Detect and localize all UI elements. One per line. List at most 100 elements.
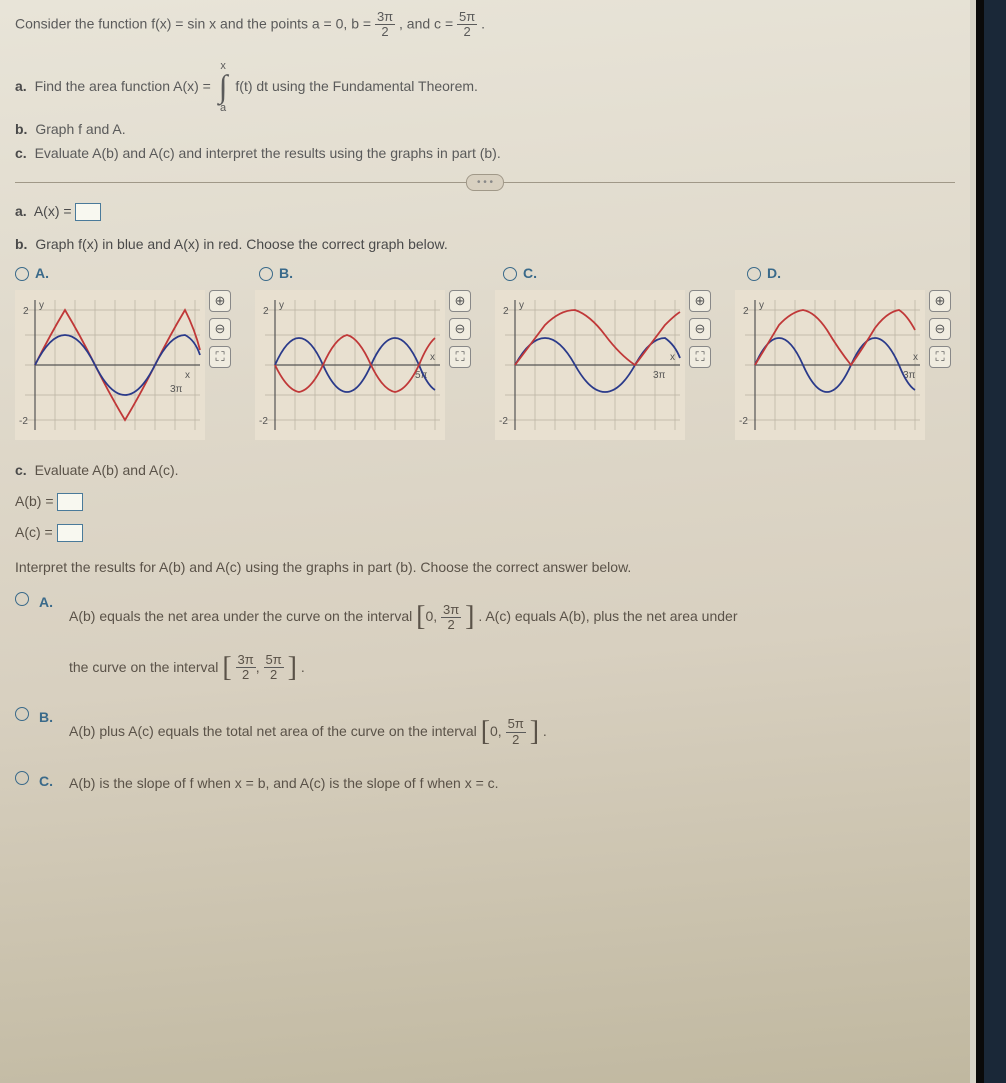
radio-c-label: C. (523, 263, 537, 284)
expand-icon[interactable]: ⛶ (449, 346, 471, 368)
answer-a: a. A(x) = (15, 201, 955, 222)
zoom-out-icon[interactable]: ⊖ (929, 318, 951, 340)
svg-text:2: 2 (743, 306, 749, 317)
graph-b: y 2 -2 x 5π (255, 290, 445, 440)
svg-text:y: y (39, 300, 44, 311)
intro-suffix: . (481, 16, 485, 32)
part-b-text: Graph f and A. (35, 121, 125, 137)
mc-b-text: A(b) plus A(c) equals the total net area… (69, 707, 955, 757)
ab-row: A(b) = (15, 491, 955, 512)
zoom-out-icon[interactable]: ⊖ (449, 318, 471, 340)
mc-b[interactable]: B. A(b) plus A(c) equals the total net a… (15, 707, 955, 757)
mc-b-radio[interactable] (15, 707, 29, 721)
svg-text:3π: 3π (170, 384, 183, 395)
ans-c-label: c. (15, 462, 27, 478)
svg-text:x: x (913, 352, 918, 363)
mc-a[interactable]: A. A(b) equals the net area under the cu… (15, 592, 955, 693)
mc-c[interactable]: C. A(b) is the slope of f when x = b, an… (15, 771, 955, 796)
svg-text:y: y (279, 300, 284, 311)
part-c-intro: c. Evaluate A(b) and A(c) and interpret … (15, 143, 955, 164)
answer-a-input[interactable] (75, 203, 101, 221)
zoom-in-icon[interactable]: ⊕ (929, 290, 951, 312)
mc-a-text: A(b) equals the net area under the curve… (69, 592, 955, 693)
intro-text: Consider the function f(x) = sin x and t… (15, 10, 955, 40)
svg-text:-2: -2 (259, 416, 268, 427)
radio-opt-c[interactable]: C. (503, 263, 713, 284)
ac-row: A(c) = (15, 522, 955, 543)
divider-pill[interactable]: • • • (466, 174, 504, 191)
radio-c[interactable] (503, 267, 517, 281)
zoom-in-icon[interactable]: ⊕ (449, 290, 471, 312)
radio-b-label: B. (279, 263, 293, 284)
radio-d-label: D. (767, 263, 781, 284)
expand-icon[interactable]: ⛶ (209, 346, 231, 368)
integral-icon: x ∫ a (219, 58, 228, 117)
part-a-before: Find the area function A(x) = (35, 78, 215, 94)
frac-c: 5π 2 (457, 10, 477, 40)
part-a-label: a. (15, 78, 27, 94)
zoom-out-icon[interactable]: ⊖ (689, 318, 711, 340)
graph-c-tools: ⊕ ⊖ ⛶ (689, 290, 711, 368)
svg-text:2: 2 (503, 306, 509, 317)
svg-text:2: 2 (263, 306, 269, 317)
radio-d[interactable] (747, 267, 761, 281)
divider-wrap: • • • (15, 182, 955, 183)
intro-mid: , and c = (399, 16, 457, 32)
ans-b-label: b. (15, 236, 27, 252)
radio-a[interactable] (15, 267, 29, 281)
part-c-text: Evaluate A(b) and A(c) and interpret the… (35, 145, 501, 161)
radio-opt-d[interactable]: D. (747, 263, 781, 284)
svg-text:3π: 3π (653, 370, 666, 381)
svg-text:2: 2 (23, 306, 29, 317)
radio-opt-b[interactable]: B. (259, 263, 469, 284)
zoom-in-icon[interactable]: ⊕ (689, 290, 711, 312)
svg-text:-2: -2 (19, 416, 28, 427)
ac-input[interactable] (57, 524, 83, 542)
mc-c-label: C. (39, 771, 59, 792)
graph-d-cell: y 2 -2 x 3π ⊕ ⊖ ⛶ (735, 290, 951, 440)
zoom-out-icon[interactable]: ⊖ (209, 318, 231, 340)
expand-icon[interactable]: ⛶ (929, 346, 951, 368)
mc-c-text: A(b) is the slope of f when x = b, and A… (69, 771, 955, 796)
graphs-row: y 2 -2 x 3π ⊕ ⊖ ⛶ (15, 290, 955, 440)
graph-d: y 2 -2 x 3π (735, 290, 925, 440)
ans-b-text: Graph f(x) in blue and A(x) in red. Choo… (35, 236, 447, 252)
mc-a-radio[interactable] (15, 592, 29, 606)
frac-b: 3π 2 (375, 10, 395, 40)
mc-c-radio[interactable] (15, 771, 29, 785)
expand-icon[interactable]: ⛶ (689, 346, 711, 368)
graph-b-tools: ⊕ ⊖ ⛶ (449, 290, 471, 368)
svg-text:-2: -2 (739, 416, 748, 427)
part-a: a. Find the area function A(x) = x ∫ a f… (15, 58, 955, 117)
interpret-prompt: Interpret the results for A(b) and A(c) … (15, 557, 955, 578)
ans-a-label: a. (15, 203, 27, 219)
mc-a-label: A. (39, 592, 59, 613)
graph-c: y 2 -2 x 3π (495, 290, 685, 440)
graph-radio-row: A. B. C. D. (15, 263, 955, 284)
svg-text:-2: -2 (499, 416, 508, 427)
graph-a-cell: y 2 -2 x 3π ⊕ ⊖ ⛶ (15, 290, 231, 440)
ab-input[interactable] (57, 493, 83, 511)
svg-text:x: x (670, 352, 675, 363)
part-a-after: f(t) dt using the Fundamental Theorem. (235, 78, 478, 94)
mc-b-label: B. (39, 707, 59, 728)
svg-text:y: y (519, 300, 524, 311)
graph-b-cell: y 2 -2 x 5π ⊕ ⊖ ⛶ (255, 290, 471, 440)
ans-c-header: c. Evaluate A(b) and A(c). (15, 460, 955, 481)
radio-b[interactable] (259, 267, 273, 281)
graph-d-tools: ⊕ ⊖ ⛶ (929, 290, 951, 368)
ans-c-header-text: Evaluate A(b) and A(c). (35, 462, 179, 478)
right-edge-strip (976, 0, 1006, 1083)
svg-text:x: x (430, 352, 435, 363)
graph-a: y 2 -2 x 3π (15, 290, 205, 440)
intro-prefix: Consider the function f(x) = sin x and t… (15, 16, 375, 32)
page-container: Consider the function f(x) = sin x and t… (0, 0, 970, 1083)
radio-opt-a[interactable]: A. (15, 263, 225, 284)
radio-a-label: A. (35, 263, 49, 284)
graph-c-cell: y 2 -2 x 3π ⊕ ⊖ ⛶ (495, 290, 711, 440)
part-c-label: c. (15, 145, 27, 161)
ac-label: A(c) = (15, 524, 57, 540)
zoom-in-icon[interactable]: ⊕ (209, 290, 231, 312)
part-b-label: b. (15, 121, 27, 137)
svg-text:x: x (185, 370, 190, 381)
